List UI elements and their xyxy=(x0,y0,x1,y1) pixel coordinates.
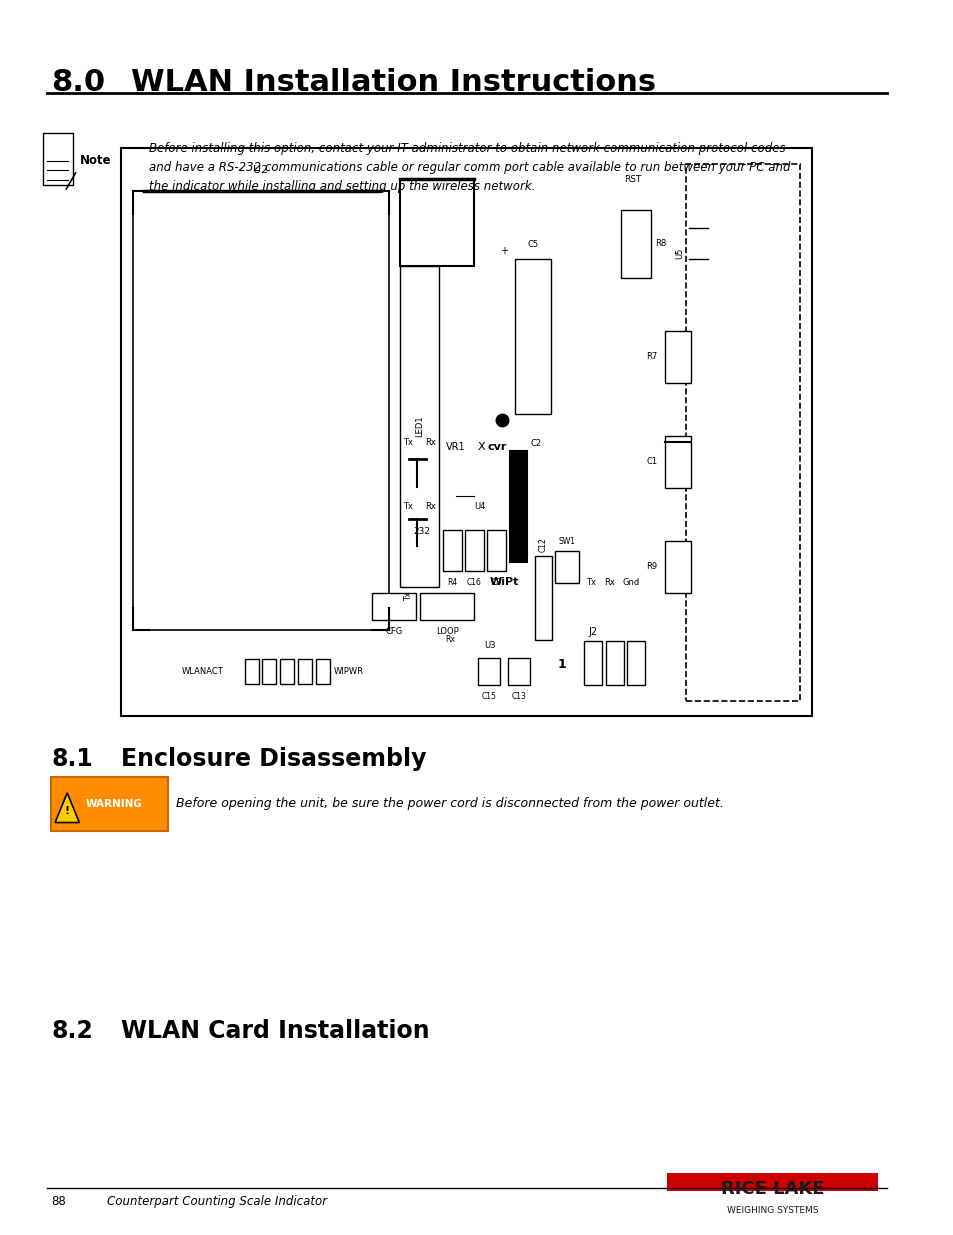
Text: C1: C1 xyxy=(645,457,657,467)
Bar xyxy=(664,436,690,488)
Text: C5: C5 xyxy=(527,241,538,249)
Bar xyxy=(443,530,461,571)
Text: X: X xyxy=(477,442,485,452)
Bar xyxy=(280,659,294,684)
Text: U5: U5 xyxy=(675,247,683,259)
Text: WIPWR: WIPWR xyxy=(334,667,364,677)
Text: LED1: LED1 xyxy=(415,415,423,437)
Text: Before opening the unit, be sure the power cord is disconnected from the power o: Before opening the unit, be sure the pow… xyxy=(175,798,722,810)
Bar xyxy=(667,1173,877,1191)
Text: C12: C12 xyxy=(538,537,547,552)
Bar xyxy=(121,148,811,716)
Text: R7: R7 xyxy=(645,352,657,362)
Bar xyxy=(535,556,551,640)
Bar xyxy=(262,659,276,684)
Bar xyxy=(419,593,474,620)
Text: Tx: Tx xyxy=(403,437,413,447)
Text: Enclosure Disassembly: Enclosure Disassembly xyxy=(121,747,426,771)
Text: R8: R8 xyxy=(655,240,666,248)
Text: Tx: Tx xyxy=(403,501,413,511)
Bar xyxy=(477,658,500,685)
Text: WARNING: WARNING xyxy=(86,799,143,809)
Text: 8.0: 8.0 xyxy=(51,68,106,96)
Text: Tx: Tx xyxy=(404,590,413,600)
Bar xyxy=(554,551,578,583)
Text: Before installing this option, contact your IT administrator to obtain network c: Before installing this option, contact y… xyxy=(150,142,790,193)
Bar xyxy=(132,191,389,630)
Bar xyxy=(627,641,644,685)
Text: WLAN Installation Instructions: WLAN Installation Instructions xyxy=(131,68,655,96)
Bar xyxy=(487,530,505,571)
Bar xyxy=(507,658,530,685)
Text: Rx: Rx xyxy=(424,501,436,511)
Text: 8.1: 8.1 xyxy=(51,747,93,771)
Text: Note: Note xyxy=(80,154,112,167)
Text: C15: C15 xyxy=(481,692,497,700)
Text: Gnd: Gnd xyxy=(621,578,639,588)
Text: R9: R9 xyxy=(645,562,657,572)
Text: 1: 1 xyxy=(558,658,566,671)
Text: WEIGHING SYSTEMS: WEIGHING SYSTEMS xyxy=(726,1207,818,1215)
Bar xyxy=(685,164,800,701)
Text: VR1: VR1 xyxy=(446,442,465,452)
Text: U4: U4 xyxy=(474,501,485,511)
Bar xyxy=(399,179,474,266)
Text: 232: 232 xyxy=(414,526,430,536)
Bar xyxy=(399,266,438,587)
Text: WiPt: WiPt xyxy=(490,577,519,587)
Text: 8.2: 8.2 xyxy=(51,1019,93,1042)
Text: U3: U3 xyxy=(484,641,496,651)
Text: +: + xyxy=(499,246,508,256)
Text: SW1: SW1 xyxy=(558,537,575,546)
Bar xyxy=(51,777,168,831)
Text: cvr: cvr xyxy=(487,442,506,452)
Bar xyxy=(315,659,329,684)
Text: !: ! xyxy=(65,806,70,816)
Text: C3: C3 xyxy=(491,578,501,587)
Text: C16: C16 xyxy=(466,578,481,587)
Bar xyxy=(464,530,483,571)
Bar xyxy=(620,210,650,278)
Bar xyxy=(371,593,416,620)
Bar xyxy=(297,659,312,684)
Text: Tx: Tx xyxy=(585,578,596,588)
Bar xyxy=(509,451,526,562)
Text: RICE LAKE: RICE LAKE xyxy=(720,1179,823,1198)
Text: WLAN Card Installation: WLAN Card Installation xyxy=(121,1019,430,1042)
Bar xyxy=(244,659,258,684)
Text: WLANACT: WLANACT xyxy=(182,667,224,677)
Bar xyxy=(605,641,623,685)
Text: R4: R4 xyxy=(447,578,457,587)
Text: C13: C13 xyxy=(511,692,526,700)
Bar xyxy=(664,331,690,383)
Bar xyxy=(43,133,72,185)
Text: CFG: CFG xyxy=(385,627,402,636)
Text: Counterpart Counting Scale Indicator: Counterpart Counting Scale Indicator xyxy=(108,1194,327,1208)
Bar xyxy=(584,641,601,685)
Text: LOOP: LOOP xyxy=(436,627,458,636)
Polygon shape xyxy=(55,793,79,823)
Text: J2: J2 xyxy=(587,627,597,637)
Text: C2: C2 xyxy=(530,440,540,448)
Text: Rx: Rx xyxy=(424,437,436,447)
Bar xyxy=(515,259,550,414)
Bar xyxy=(664,541,690,593)
Text: U2: U2 xyxy=(253,165,269,175)
Text: 88: 88 xyxy=(51,1194,66,1208)
Text: Rx: Rx xyxy=(603,578,615,588)
Text: Rx: Rx xyxy=(444,635,455,645)
Text: RST: RST xyxy=(623,175,641,184)
